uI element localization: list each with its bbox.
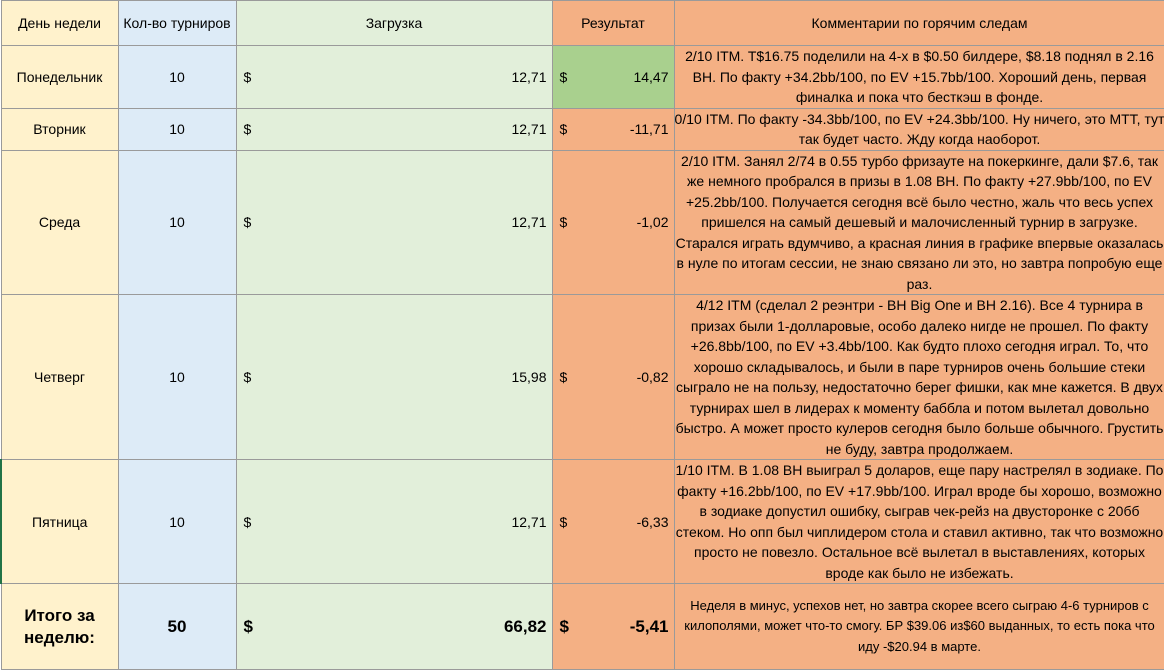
currency-symbol: $: [559, 121, 568, 137]
table-row: Вторник 10 $12,71 $ -11,71 0/10 ITM. По ф…: [0, 107, 1164, 151]
count-cell[interactable]: 10: [117, 45, 237, 109]
total-comment-cell[interactable]: Неделя в минус, успехов нет, но завтра с…: [673, 583, 1164, 670]
result-cell[interactable]: $ -6,33: [551, 459, 675, 584]
day-cell[interactable]: Вторник: [0, 107, 119, 151]
comment-cell[interactable]: 2/10 ITM. T$16.75 поделили на 4-х в $0.5…: [673, 45, 1164, 109]
header-row: День недели Кол-во турниров Загрузка Рез…: [0, 0, 1164, 46]
header-count[interactable]: Кол-во турниров: [117, 0, 237, 46]
day-cell[interactable]: Пятница: [0, 459, 119, 584]
total-result-cell[interactable]: $ -5,41: [551, 583, 675, 670]
currency-symbol: $: [559, 616, 569, 636]
total-result-value: -5,41: [629, 616, 669, 636]
header-day[interactable]: День недели: [0, 0, 119, 46]
currency-symbol: $: [243, 214, 252, 231]
load-cell[interactable]: $12,71: [235, 459, 553, 584]
result-value: -11,71: [629, 121, 669, 137]
day-cell[interactable]: Среда: [0, 149, 119, 295]
load-cell[interactable]: $12,71: [235, 45, 553, 109]
currency-symbol: $: [559, 369, 568, 385]
result-value: -0,82: [636, 369, 669, 385]
day-cell[interactable]: Понедельник: [0, 45, 119, 109]
comment-cell[interactable]: 2/10 ITM. Занял 2/74 в 0.55 турбо фризау…: [673, 149, 1164, 295]
result-value: -1,02: [636, 214, 669, 231]
table-row: Пятница 10 $12,71 $ -6,33 1/10 ITM. В 1.0…: [0, 459, 1164, 584]
load-value: 12,71: [511, 121, 547, 137]
currency-symbol: $: [559, 214, 568, 231]
count-cell[interactable]: 10: [117, 459, 237, 584]
result-value: 14,47: [633, 68, 669, 85]
load-cell[interactable]: $12,71: [235, 107, 553, 151]
result-cell[interactable]: $ -1,02: [551, 149, 675, 295]
currency-symbol: $: [243, 121, 252, 137]
load-value: 15,98: [511, 369, 547, 385]
table-row: Четверг 10 $15,98 $ -0,82 4/12 ITM (сдела…: [0, 294, 1164, 460]
count-cell[interactable]: 10: [117, 107, 237, 151]
comment-cell[interactable]: 4/12 ITM (сделал 2 реэнтри - BH Big One …: [673, 294, 1164, 460]
result-cell[interactable]: $14,47: [551, 45, 675, 109]
load-value: 12,71: [511, 68, 547, 85]
comment-cell[interactable]: 0/10 ITM. По факту -34.3bb/100, по EV +2…: [673, 107, 1164, 151]
total-load-value: 66,82: [503, 616, 547, 636]
currency-symbol: $: [243, 616, 253, 636]
count-cell[interactable]: 10: [117, 294, 237, 460]
load-value: 12,71: [511, 513, 547, 530]
table-row: Среда 10 $12,71 $ -1,02 2/10 ITM. Занял 2…: [0, 149, 1164, 295]
result-cell[interactable]: $ -0,82: [551, 294, 675, 460]
table-row: Понедельник 10 $12,71 $14,47 2/10 ITM. T…: [0, 45, 1164, 109]
load-cell[interactable]: $12,71: [235, 149, 553, 295]
load-value: 12,71: [511, 214, 547, 231]
count-cell[interactable]: 10: [117, 149, 237, 295]
currency-symbol: $: [243, 369, 252, 385]
result-value: -6,33: [636, 513, 669, 530]
comment-cell[interactable]: 1/10 ITM. В 1.08 BH выиграл 5 доларов, е…: [673, 459, 1164, 584]
header-comment[interactable]: Комментарии по горячим следам: [673, 0, 1164, 46]
total-load-cell[interactable]: $66,82: [235, 583, 553, 670]
header-result[interactable]: Результат: [551, 0, 675, 46]
header-load[interactable]: Загрузка: [235, 0, 553, 46]
total-row: Итого за неделю: 50 $66,82 $ -5,41 Неделя…: [0, 583, 1164, 670]
currency-symbol: $: [243, 513, 252, 530]
currency-symbol: $: [559, 68, 568, 85]
currency-symbol: $: [559, 513, 568, 530]
total-label[interactable]: Итого за неделю:: [0, 583, 119, 670]
result-cell[interactable]: $ -11,71: [551, 107, 675, 151]
day-cell[interactable]: Четверг: [0, 294, 119, 460]
total-count[interactable]: 50: [117, 583, 237, 670]
currency-symbol: $: [243, 68, 252, 85]
load-cell[interactable]: $15,98: [235, 294, 553, 460]
